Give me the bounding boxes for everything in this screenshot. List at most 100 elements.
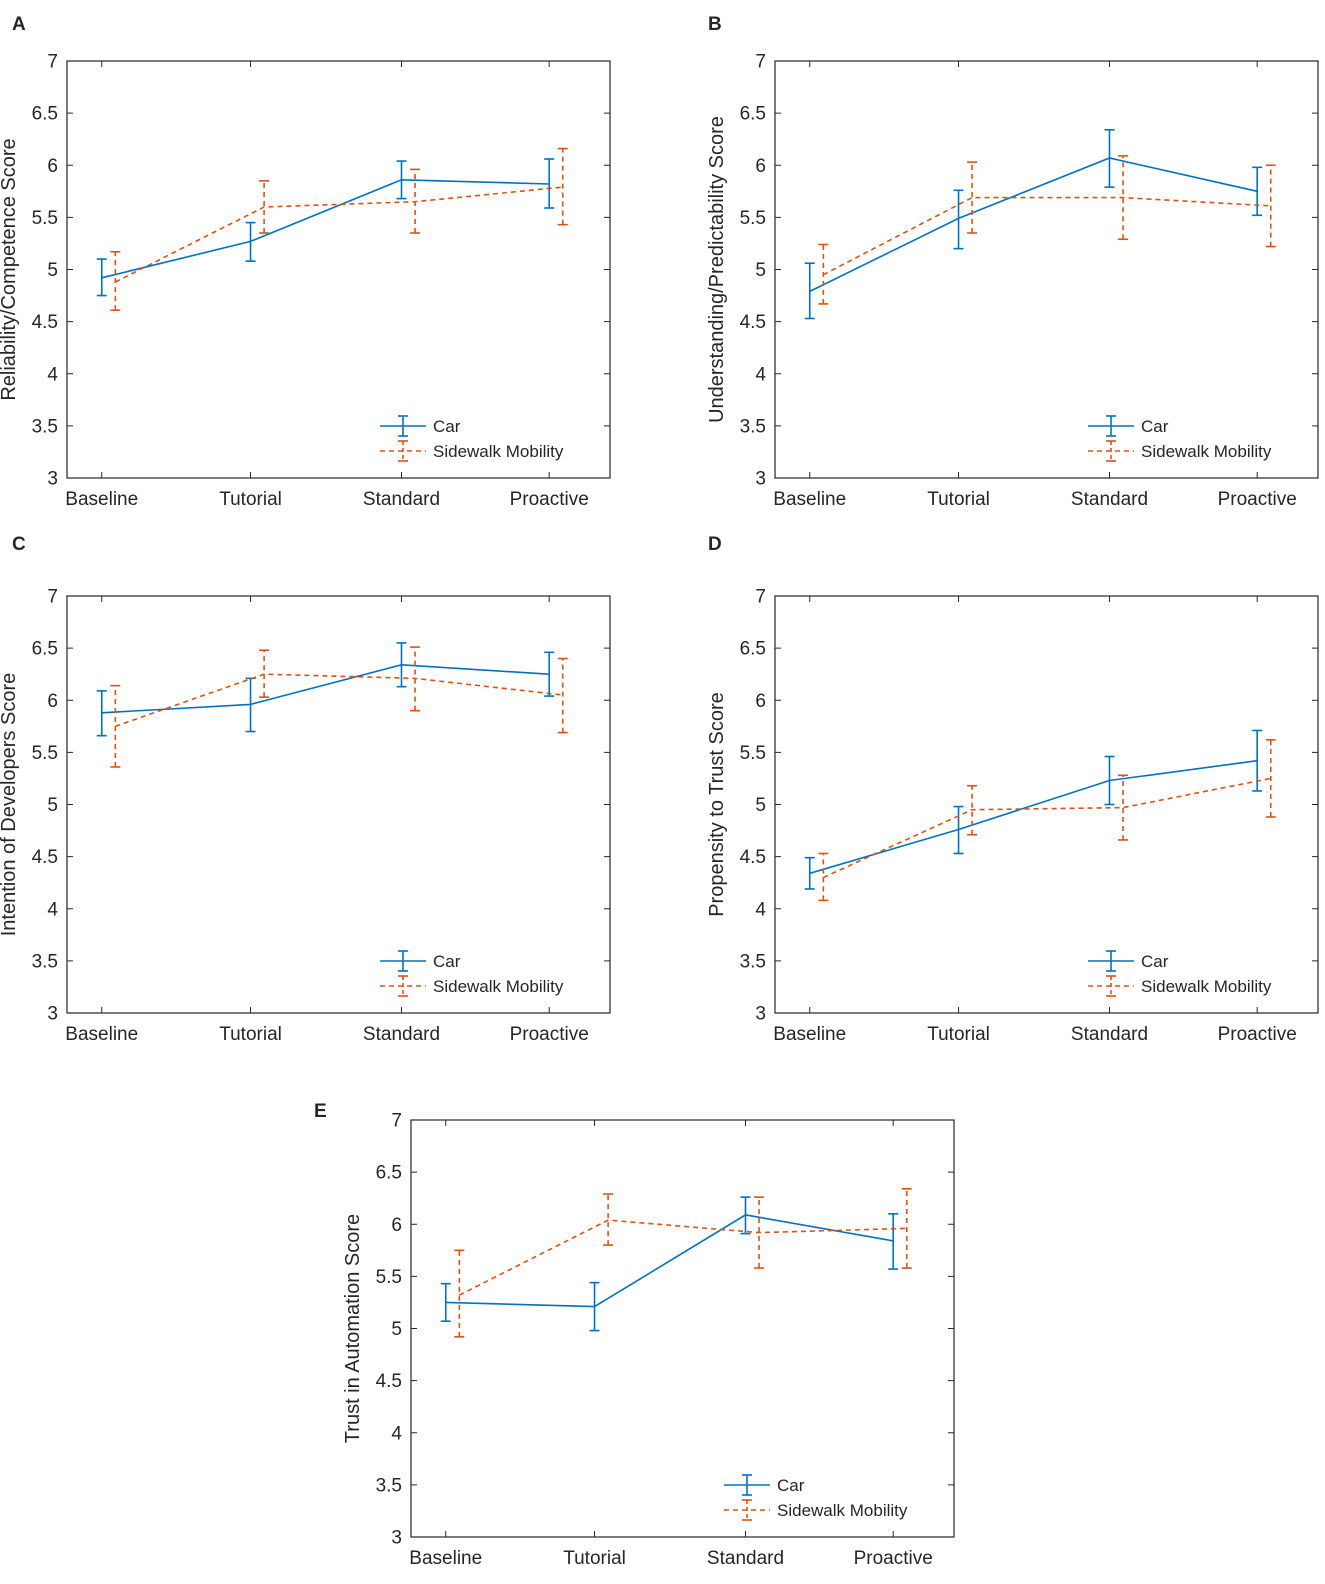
series-line (445, 1214, 894, 1308)
error-bar (901, 1188, 912, 1269)
legend: Car Sidewalk Mobility (380, 950, 564, 997)
x-tick-label: Standard (363, 489, 440, 510)
y-tick-label: 6.5 (740, 104, 766, 125)
legend-item-car: Car (380, 950, 461, 972)
error-bar (410, 646, 421, 712)
x-tick-label: Proactive (854, 1548, 933, 1569)
x-tick-label: Baseline (65, 489, 138, 510)
chart-panel-b: B 3 3.5 4 4.5 5 5.5 6 6.5 7 Baseline Tutorial Standa… (706, 14, 1319, 510)
chart-panel-d: D 3 3.5 4 4.5 5 5.5 6 6.5 7 Baseline Tutorial Standa… (706, 534, 1319, 1045)
error-bar (1118, 774, 1129, 841)
error-bar (440, 1282, 451, 1323)
x-tick-label: Baseline (773, 1024, 846, 1045)
series-car (96, 158, 555, 297)
y-tick-label: 7 (47, 587, 58, 608)
y-tick-label: 3.5 (32, 416, 58, 437)
series-line (458, 1219, 907, 1296)
y-tick-label: 5.5 (376, 1267, 402, 1288)
error-bar (953, 805, 964, 855)
series-car (804, 729, 1263, 890)
error-bar (1118, 155, 1129, 241)
axes-box (66, 595, 611, 1014)
legend: Car Sidewalk Mobility (380, 415, 564, 462)
error-bar (557, 657, 568, 734)
y-tick-label: 3 (47, 1004, 58, 1025)
series-car (96, 642, 555, 737)
y-tick-label: 6 (47, 156, 58, 177)
y-tick-label: 4.5 (376, 1371, 402, 1392)
legend: Car Sidewalk Mobility (1088, 950, 1272, 997)
panel-letter: A (12, 14, 26, 35)
x-tick-label: Proactive (1218, 489, 1297, 510)
y-tick-label: 5.5 (740, 208, 766, 229)
legend-label: Sidewalk Mobility (777, 1501, 908, 1520)
panel-letter: C (12, 534, 26, 555)
y-axis-label: Intention of Developers Score (0, 673, 20, 937)
axes-box (66, 60, 611, 479)
legend-item-car: Car (724, 1474, 805, 1496)
error-bar (259, 180, 270, 234)
y-tick-label: 4.5 (740, 847, 766, 868)
chart-panel-e: E 3 3.5 4 4.5 5 5.5 6 6.5 7 Baseline Tutorial Standa… (314, 1101, 955, 1569)
y-tick-label: 5 (755, 795, 766, 816)
legend-item-car: Car (1088, 415, 1169, 437)
error-bar (1104, 129, 1115, 188)
series-line (809, 157, 1258, 293)
y-tick-label: 6.5 (32, 639, 58, 660)
error-bar (544, 651, 555, 697)
y-tick-label: 3.5 (376, 1475, 402, 1496)
legend-label: Sidewalk Mobility (433, 977, 564, 996)
y-tick-label: 3 (755, 469, 766, 490)
y-tick-label: 3 (755, 1004, 766, 1025)
error-bar (454, 1249, 465, 1338)
y-tick-label: 5.5 (32, 208, 58, 229)
y-axis-label: Understanding/Predictability Score (706, 116, 728, 423)
error-bar (259, 649, 270, 698)
error-bar (804, 262, 815, 320)
error-bar (396, 642, 407, 688)
y-tick-label: 7 (755, 587, 766, 608)
axes-box (774, 60, 1319, 479)
series-car (804, 129, 1263, 320)
x-tick-label: Standard (707, 1548, 784, 1569)
y-tick-label: 4 (47, 899, 58, 920)
x-tick-label: Tutorial (927, 489, 990, 510)
error-bar (818, 243, 829, 305)
error-bar (1265, 164, 1276, 248)
x-tick-label: Proactive (510, 489, 589, 510)
error-bar (1252, 166, 1263, 217)
legend-item-sidewalk-mobility: Sidewalk Mobility (380, 440, 564, 462)
y-tick-label: 4.5 (32, 847, 58, 868)
x-tick-label: Proactive (510, 1024, 589, 1045)
y-tick-label: 3.5 (32, 951, 58, 972)
series-line (822, 196, 1271, 276)
error-bar (967, 161, 978, 234)
series-line (822, 777, 1271, 879)
y-tick-label: 5 (47, 795, 58, 816)
y-tick-label: 5 (755, 260, 766, 281)
y-tick-label: 7 (391, 1111, 402, 1132)
x-tick-label: Standard (363, 1024, 440, 1045)
legend-item-car: Car (1088, 950, 1169, 972)
legend-label: Car (1141, 417, 1169, 436)
error-bar (110, 250, 121, 311)
legend-label: Sidewalk Mobility (1141, 442, 1272, 461)
x-tick-label: Baseline (65, 1024, 138, 1045)
error-bar (754, 1196, 765, 1269)
x-tick-label: Proactive (1218, 1024, 1297, 1045)
x-tick-label: Baseline (773, 489, 846, 510)
legend-item-sidewalk-mobility: Sidewalk Mobility (380, 975, 564, 997)
error-bar (96, 258, 107, 297)
error-bar (967, 784, 978, 836)
x-tick-label: Tutorial (563, 1548, 626, 1569)
panel-letter: D (708, 534, 722, 555)
series-line (809, 759, 1258, 875)
chart-panel-c: C 3 3.5 4 4.5 5 5.5 6 6.5 7 Baseline Tutorial Standa… (0, 534, 611, 1045)
series-sidewalk-mobility (110, 147, 568, 311)
chart-panel-a: A 3 3.5 4 4.5 5 5.5 6 6.5 7 Baseline Tutorial Standa… (0, 14, 611, 510)
series-line (101, 663, 550, 714)
y-axis-label: Reliability/Competence Score (0, 138, 20, 400)
x-tick-label: Tutorial (219, 489, 282, 510)
legend-item-sidewalk-mobility: Sidewalk Mobility (1088, 975, 1272, 997)
